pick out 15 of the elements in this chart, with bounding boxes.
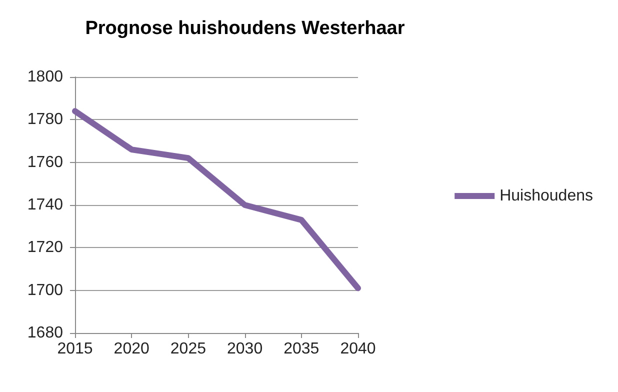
y-tick-label: 1720: [27, 239, 64, 256]
x-tick-label: 2020: [114, 340, 150, 358]
chart-title: Prognose huishoudens Westerhaar: [85, 18, 406, 39]
x-tick-label: 2025: [170, 340, 206, 358]
x-tick-label: 2030: [227, 340, 263, 358]
y-tick-label: 1680: [27, 324, 64, 342]
legend-label: Huishoudens: [500, 188, 594, 204]
x-tick-label: 2015: [57, 340, 93, 358]
y-tick-label: 1740: [27, 196, 64, 214]
x-tick-label: 2035: [284, 340, 320, 358]
y-tick-label: 1700: [27, 282, 64, 299]
y-tick-label: 1800: [27, 68, 64, 86]
y-tick-label: 1760: [27, 154, 64, 171]
y-tick-label: 1780: [27, 111, 64, 128]
x-tick-label: 2040: [340, 340, 376, 358]
